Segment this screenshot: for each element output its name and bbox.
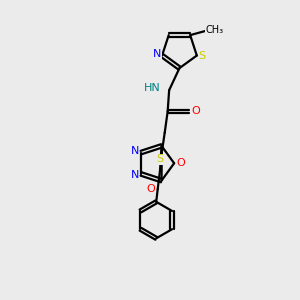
- Text: N: N: [153, 49, 161, 59]
- Text: O: O: [176, 158, 185, 168]
- Text: O: O: [191, 106, 200, 116]
- Text: HN: HN: [144, 83, 160, 93]
- Text: S: S: [157, 154, 164, 164]
- Text: CH₃: CH₃: [206, 25, 224, 35]
- Text: N: N: [130, 170, 139, 181]
- Text: N: N: [130, 146, 139, 156]
- Text: S: S: [199, 50, 206, 61]
- Text: O: O: [146, 184, 155, 194]
